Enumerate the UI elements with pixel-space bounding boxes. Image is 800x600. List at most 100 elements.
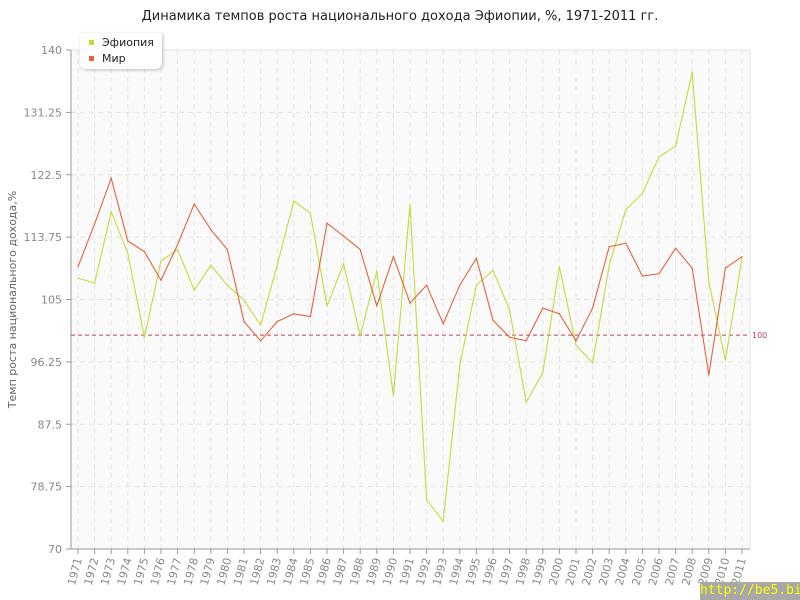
data-point [459,284,461,286]
data-point [260,324,262,326]
data-point [492,269,494,271]
data-point [409,302,411,304]
chart-title: Динамика темпов роста национального дохо… [141,9,659,24]
y-tick-label: 105 [41,294,62,307]
data-point [309,316,311,318]
data-point [459,364,461,366]
data-point [509,336,511,338]
data-point [193,289,195,291]
data-point [592,362,594,364]
y-axis-label: Темп роста национального дохода,% [6,191,19,409]
data-point [592,307,594,309]
legend: Эфиопия Мир [80,33,162,69]
data-point [193,203,195,205]
data-point [226,284,228,286]
data-point [542,307,544,309]
data-point [558,313,561,315]
data-point [475,257,477,259]
data-point [127,240,129,242]
data-point [525,340,527,342]
data-point [741,257,743,259]
data-point [575,344,577,346]
data-point [276,264,278,266]
data-point [226,249,228,251]
data-point [426,499,428,501]
data-point [276,320,278,323]
data-point [658,156,660,158]
y-tick-label: 140 [41,44,62,57]
y-tick-label: 70 [48,543,62,556]
data-point [492,319,494,321]
data-point [708,374,710,376]
data-point [509,309,511,311]
data-point [177,244,179,246]
data-point [160,260,162,262]
data-point [675,247,677,249]
data-point [392,395,394,397]
data-point [77,266,79,268]
data-point [94,282,96,284]
data-point [77,277,79,279]
y-tick-label: 87.5 [38,418,63,431]
data-point [110,211,112,213]
y-tick-label: 96.25 [31,356,63,369]
data-point [641,192,644,194]
data-point [160,279,162,281]
data-point [542,372,544,374]
data-point [442,520,444,522]
data-point [326,222,328,224]
data-point [243,299,245,301]
data-point [741,256,743,258]
data-point [359,249,361,251]
data-point [343,235,345,237]
legend-label: Эфиопия [102,36,154,49]
data-point [608,264,610,266]
data-point [359,335,361,337]
data-point [210,264,212,266]
data-point [376,270,378,272]
data-point [143,336,145,338]
data-point [376,305,378,307]
data-point [343,263,345,265]
data-point [326,305,328,307]
data-point [426,284,428,286]
data-point [708,281,710,283]
watermark: http://be5.biz/ [700,582,800,600]
data-point [641,275,644,277]
data-point [210,229,212,231]
data-point [409,204,411,206]
data-point [558,266,561,268]
data-point [94,223,96,225]
legend-swatch-ethiopia [89,39,94,45]
y-tick-label: 78.75 [31,481,63,494]
data-point [442,323,444,325]
data-point [658,273,660,275]
data-point [724,359,727,361]
y-tick-label: 122.5 [31,169,63,182]
data-point [691,71,693,73]
data-point [724,267,727,269]
legend-label: Мир [102,52,126,65]
legend-item-ethiopia[interactable]: Эфиопия [89,36,154,50]
data-point [260,340,262,342]
y-tick-label: 113.75 [24,231,63,244]
data-point [475,284,477,286]
data-point [177,249,179,251]
data-point [309,212,311,214]
data-point [625,242,627,244]
data-point [392,256,394,258]
y-tick-label: 131.25 [24,106,63,119]
legend-swatch-world [89,55,94,61]
data-point [525,401,527,403]
legend-item-world[interactable]: Мир [89,52,126,66]
data-point [243,320,245,323]
data-point [143,251,145,253]
data-point [110,177,112,179]
data-point [675,145,677,147]
reference-line-label: 100 [752,331,767,340]
data-point [691,267,693,269]
data-point [575,340,577,342]
data-point [127,252,129,254]
data-point [608,246,610,248]
